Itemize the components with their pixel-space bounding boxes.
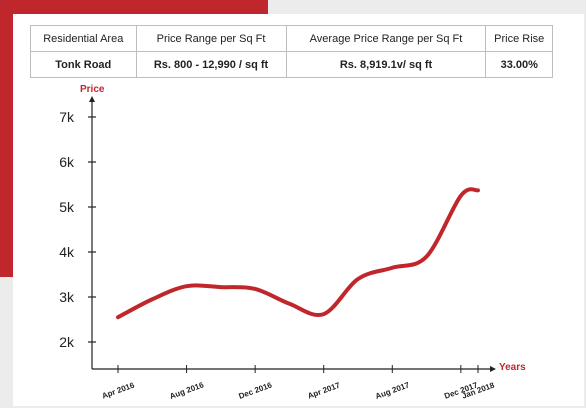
y-tick-label: 5k	[59, 199, 75, 215]
cell-average-price-range: Rs. 8,919.1v/ sq ft	[285, 51, 487, 78]
x-tick-label: Aug 2017	[374, 380, 411, 401]
x-tick-label: Apr 2017	[306, 380, 341, 400]
header-price-rise: Price Rise	[485, 25, 553, 52]
x-axis-arrow	[490, 366, 496, 372]
header-price-range: Price Range per Sq Ft	[135, 25, 287, 52]
table-row: Tonk Road Rs. 800 - 12,990 / sq ft Rs. 8…	[30, 51, 553, 78]
chart-card	[13, 14, 584, 406]
y-tick-label: 4k	[59, 244, 75, 260]
y-axis-arrow	[89, 96, 95, 102]
cell-price-rise: 33.00%	[485, 51, 553, 78]
y-tick-label: 2k	[59, 334, 75, 350]
x-tick-label: Dec 2016	[237, 380, 273, 401]
x-axis-label: Years	[499, 362, 526, 373]
price-series-line	[116, 187, 480, 320]
y-tick-label: 7k	[59, 109, 75, 125]
x-tick-label: Apr 2016	[101, 380, 136, 400]
y-tick-label: 3k	[59, 289, 75, 305]
cell-residential-area: Tonk Road	[30, 51, 137, 78]
y-tick-label: 6k	[59, 154, 75, 170]
cell-price-range: Rs. 800 - 12,990 / sq ft	[135, 51, 287, 78]
table-header-row: Residential Area Price Range per Sq Ft A…	[30, 25, 553, 52]
y-axis-label: Price	[80, 84, 105, 95]
header-residential-area: Residential Area	[30, 25, 137, 52]
x-tick-label: Aug 2016	[168, 380, 205, 401]
price-info-table: Residential Area Price Range per Sq Ft A…	[30, 25, 553, 78]
